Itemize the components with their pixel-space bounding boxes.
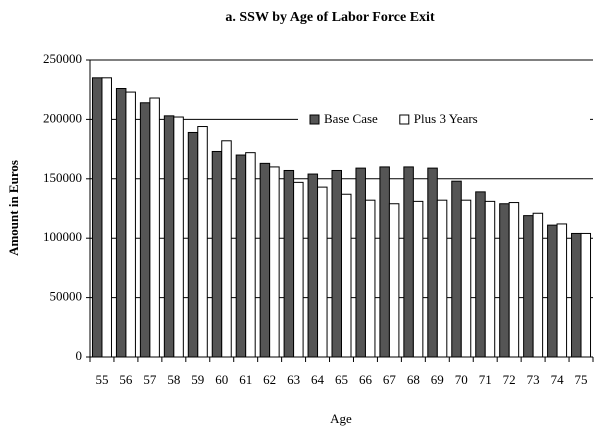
x-tick-label: 74 [551, 372, 565, 387]
x-tick-label: 56 [119, 372, 133, 387]
legend-label: Base Case [324, 111, 378, 126]
bar [451, 180, 462, 358]
x-tick-label: 72 [503, 372, 516, 387]
x-tick-label: 73 [527, 372, 540, 387]
bar [523, 215, 534, 358]
y-tick-label: 50000 [50, 289, 83, 304]
x-tick-label: 69 [431, 372, 444, 387]
bar [259, 162, 271, 358]
y-tick-label: 0 [76, 348, 83, 363]
bar [556, 223, 568, 358]
x-tick-label: 71 [479, 372, 492, 387]
bar [475, 191, 486, 358]
bar [149, 97, 160, 358]
bar [235, 154, 247, 358]
x-tick-label: 65 [335, 372, 348, 387]
bar [125, 91, 136, 358]
x-tick-label: 61 [239, 372, 252, 387]
bar [163, 115, 175, 358]
bar [139, 102, 151, 358]
bar [388, 203, 400, 358]
x-axis-title: Age [330, 411, 352, 426]
y-tick-label: 150000 [43, 170, 82, 185]
x-tick-label: 58 [167, 372, 180, 387]
bar [484, 200, 496, 358]
y-axis-title: Amount in Euros [6, 160, 21, 256]
bar [341, 193, 352, 358]
legend-box [298, 103, 590, 137]
bar [364, 199, 376, 358]
x-tick-label: 59 [191, 372, 204, 387]
bar [331, 169, 342, 358]
x-tick-label: 66 [359, 372, 373, 387]
bar [283, 169, 295, 358]
y-tick-label: 100000 [43, 229, 82, 244]
bar [547, 224, 558, 358]
x-tick-label: 57 [143, 372, 157, 387]
y-tick-label: 250000 [43, 51, 82, 66]
x-tick-label: 68 [407, 372, 420, 387]
x-tick-label: 67 [383, 372, 397, 387]
x-tick-label: 60 [215, 372, 228, 387]
y-tick-label: 200000 [43, 110, 82, 125]
bar [115, 88, 127, 358]
bar [379, 166, 390, 358]
bar [307, 173, 319, 358]
bar [427, 167, 438, 358]
x-tick-label: 63 [287, 372, 300, 387]
bar [508, 202, 520, 358]
x-tick-label: 64 [311, 372, 325, 387]
bar [173, 116, 184, 358]
bar [499, 203, 510, 358]
bar [460, 199, 472, 358]
bar [197, 126, 208, 358]
bar [245, 152, 256, 358]
bar [221, 140, 232, 358]
bar [269, 166, 280, 358]
bar [91, 77, 103, 358]
bar [412, 200, 424, 358]
bar [436, 199, 448, 358]
legend-label: Plus 3 Years [414, 111, 478, 126]
bar [293, 181, 304, 358]
bar [580, 232, 592, 358]
x-tick-label: 62 [263, 372, 276, 387]
bar [211, 150, 223, 358]
legend-swatch [309, 114, 320, 125]
chart-title: a. SSW by Age of Labor Force Exit [225, 10, 435, 25]
x-tick-label: 75 [575, 372, 588, 387]
bar [532, 212, 544, 358]
bar [403, 166, 414, 358]
bar [317, 186, 328, 358]
legend-swatch [399, 114, 410, 125]
bar [571, 232, 582, 358]
bar [187, 131, 199, 358]
x-tick-label: 70 [455, 372, 468, 387]
bar [101, 77, 112, 358]
bar [355, 167, 366, 358]
x-tick-label: 55 [95, 372, 108, 387]
